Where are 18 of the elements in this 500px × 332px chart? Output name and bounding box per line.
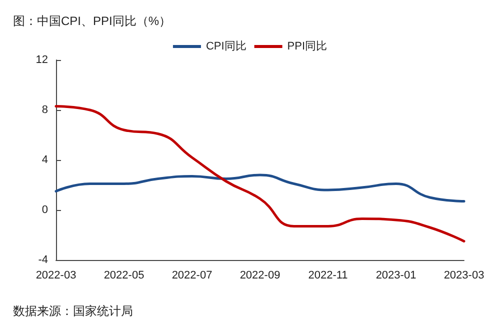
x-tick-label: 2023-01 [376, 270, 416, 282]
y-tick-label: 12 [36, 54, 48, 66]
legend-label: CPI同比 [206, 40, 246, 52]
line-series [54, 105, 466, 242]
y-tick-label: 4 [42, 154, 48, 166]
chart-title: 图：中国CPI、PPI同比（%） [13, 14, 172, 28]
y-tick-label: 0 [42, 204, 48, 216]
x-tick-label: 2022-07 [172, 270, 212, 282]
x-tick-label: 2022-11 [308, 270, 348, 282]
line-series [54, 174, 466, 202]
y-tick-label: -4 [38, 254, 48, 266]
x-tick-label: 2022-05 [104, 270, 144, 282]
source-note: 数据来源：国家统计局 [13, 304, 133, 318]
legend-label: PPI同比 [287, 40, 328, 52]
x-tick-label: 2023-03 [444, 270, 484, 282]
x-tick-label: 2022-09 [240, 270, 280, 282]
y-tick-label: 8 [42, 104, 48, 116]
x-tick-label: 2022-03 [36, 270, 76, 282]
